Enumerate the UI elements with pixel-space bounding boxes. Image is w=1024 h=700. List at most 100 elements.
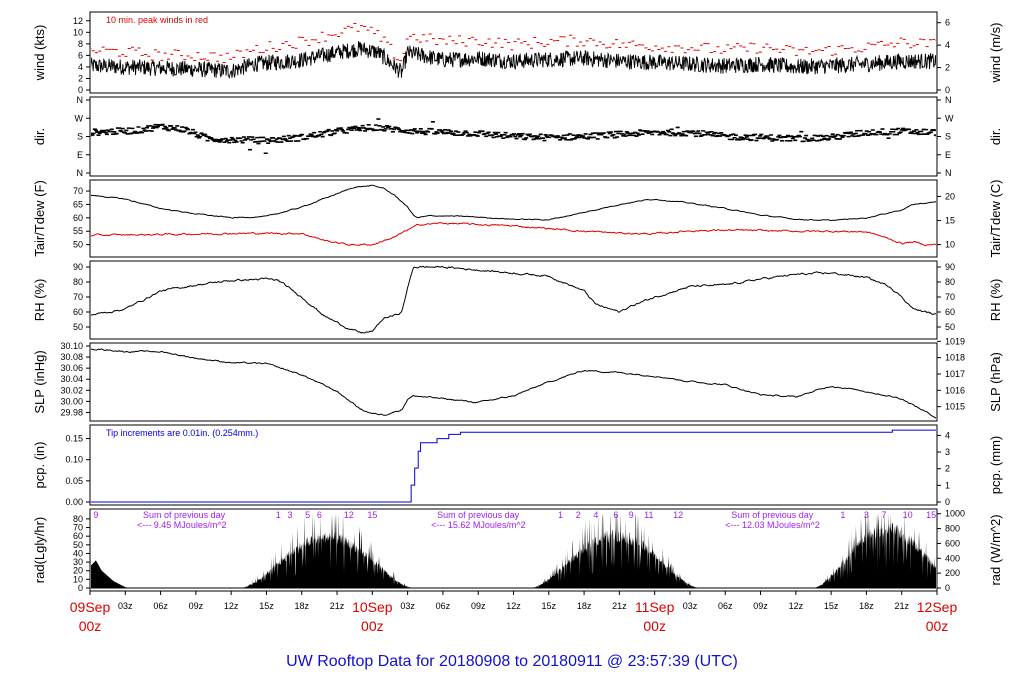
- y-tick-label-left: 50: [73, 322, 83, 332]
- y-tick-label-right: 200: [945, 568, 960, 578]
- panel-rad: rad(Lgly/hr) rad (W/m^2)01020304050607080…: [32, 508, 1003, 593]
- series-wind-direction: [91, 118, 936, 155]
- y-tick-label-right: 0: [945, 85, 950, 95]
- y-tick-label-left: 30.02: [60, 385, 83, 395]
- y-tick-label-right: 2: [945, 63, 950, 73]
- x-date-label: 10Sep: [352, 599, 393, 615]
- y-tick-label-left: S: [77, 132, 83, 142]
- rad-hour-label: 2: [576, 510, 581, 520]
- series-group: [91, 429, 936, 503]
- y-axis-label-left: dir.: [32, 128, 47, 145]
- rad-hour-label: 5: [305, 510, 310, 520]
- rad-hour-label: 10: [903, 510, 913, 520]
- y-axis-label-right: SLP (hPa): [988, 352, 1003, 412]
- y-tick-label-right: 4: [945, 40, 950, 50]
- series-solar-radiation-day-2: [531, 513, 700, 588]
- series-solar-radiation-day-1: [240, 513, 414, 588]
- rad-hour-label: 12: [673, 510, 683, 520]
- y-tick-label-left: 60: [73, 307, 83, 317]
- x-date-sub-label: 00z: [643, 618, 666, 634]
- daily-sum-value: <--- 12.03 MJoules/m^2: [725, 520, 820, 530]
- series-tdew: [91, 222, 936, 247]
- y-tick-label-left: 10: [73, 27, 83, 37]
- rad-hour-label: 6: [317, 510, 322, 520]
- panel-frame: [89, 260, 938, 340]
- y-tick-label-left: 0.10: [65, 455, 83, 465]
- y-tick-label-left: 90: [73, 262, 83, 272]
- series-group: [91, 348, 936, 419]
- y-tick-label-right: 1000: [945, 509, 965, 519]
- y-tick-label-left: 2: [78, 73, 83, 83]
- y-axis-label-left: wind (kts): [32, 25, 47, 82]
- y-tick-label-left: 29.98: [60, 407, 83, 417]
- x-tick-label: 21z: [612, 601, 627, 611]
- series-rh: [91, 265, 936, 334]
- y-tick-label-left: 65: [73, 199, 83, 209]
- y-tick-label-left: W: [75, 113, 84, 123]
- x-tick-label: 09z: [753, 601, 768, 611]
- series-group: [91, 118, 936, 155]
- y-tick-label-left: 70: [73, 523, 83, 533]
- y-tick-label-left: 80: [73, 514, 83, 524]
- y-tick-label-right: 80: [945, 277, 955, 287]
- panel-frame: [89, 424, 938, 506]
- series-solar-radiation-early: [91, 560, 130, 588]
- y-tick-label-right: 10: [945, 240, 955, 250]
- y-tick-label-right: 15: [945, 216, 955, 226]
- series-precip: [91, 429, 936, 503]
- y-tick-label-left: E: [77, 150, 83, 160]
- y-tick-label-right: 70: [945, 292, 955, 302]
- y-tick-label-right: 1: [945, 480, 950, 490]
- y-tick-label-right: 2: [945, 464, 950, 474]
- rad-hour-label: 12: [344, 510, 354, 520]
- y-tick-label-left: 60: [73, 213, 83, 223]
- y-tick-label-right: 1019: [945, 336, 965, 346]
- series-10-min-peak-winds: [91, 23, 936, 63]
- y-tick-label-right: 20: [945, 191, 955, 201]
- y-tick-label-left: 0.05: [65, 476, 83, 486]
- y-tick-label-right: 3: [945, 447, 950, 457]
- y-tick-label-left: 60: [73, 531, 83, 541]
- y-tick-label-left: 20: [73, 566, 83, 576]
- panel-annotation: 10 min. peak winds in red: [106, 15, 208, 25]
- y-tick-label-left: 30: [73, 557, 83, 567]
- y-tick-label-left: 0: [78, 583, 83, 593]
- rad-hour-label: 15: [926, 510, 936, 520]
- y-tick-label-right: E: [945, 150, 951, 160]
- panel-rh: RH (%) RH (%) 50 60 70 80 90 50 60 70 80 90: [32, 260, 1003, 340]
- y-tick-label-left: 12: [73, 16, 83, 26]
- y-tick-label-left: 10: [73, 574, 83, 584]
- y-tick-label-right: N: [945, 95, 952, 105]
- y-axis-label-left: SLP (inHg): [32, 350, 47, 413]
- y-axis-label-left: pcp. (in): [32, 442, 47, 489]
- x-tick-label: 15z: [259, 601, 274, 611]
- series-group: [91, 265, 936, 334]
- x-tick-label: 03z: [400, 601, 415, 611]
- panel-temp: Tair/Tdew (F) Tair/Tdew (C) 50 55 60 65 70 10 15…: [32, 179, 1003, 257]
- y-axis-label-right: RH (%): [988, 279, 1003, 322]
- y-tick-label-right: 1015: [945, 402, 965, 412]
- y-tick-label-right: 1016: [945, 385, 965, 395]
- y-tick-label-left: 30.00: [60, 396, 83, 406]
- y-tick-label-left: 50: [73, 240, 83, 250]
- y-tick-label-right: 60: [945, 307, 955, 317]
- panel-slp: SLP (inHg) SLP (hPa) 29.9830.0030.0230.043…: [32, 336, 1003, 422]
- y-tick-label-left: 55: [73, 226, 83, 236]
- y-tick-label-left: 30.06: [60, 363, 83, 373]
- daily-sum-note: Sum of previous day: [731, 510, 814, 520]
- x-tick-label: 21z: [330, 601, 345, 611]
- y-tick-label-left: 30.04: [60, 374, 83, 384]
- y-axis-label-left: RH (%): [32, 279, 47, 322]
- x-date-label: 12Sep: [917, 599, 958, 615]
- daily-sum-value: <--- 9.45 MJoules/m^2: [137, 520, 227, 530]
- y-tick-label-right: 6: [945, 18, 950, 28]
- series-slp: [91, 348, 936, 419]
- rad-hour-label: 9: [629, 510, 634, 520]
- y-tick-label-left: N: [77, 168, 84, 178]
- rad-hour-label: 7: [882, 510, 887, 520]
- x-tick-label: 21z: [894, 601, 909, 611]
- chart-title: UW Rooftop Data for 20180908 to 20180911…: [286, 653, 738, 670]
